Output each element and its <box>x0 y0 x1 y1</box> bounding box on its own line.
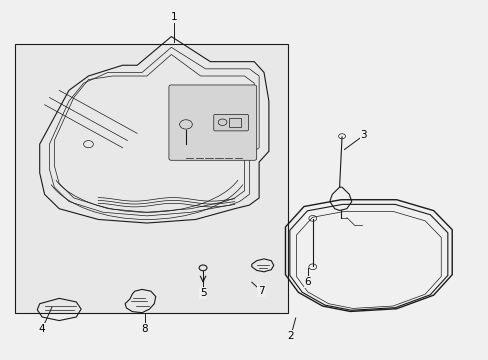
FancyBboxPatch shape <box>228 118 241 127</box>
Text: 6: 6 <box>304 277 310 287</box>
FancyBboxPatch shape <box>168 85 256 160</box>
Text: 5: 5 <box>199 288 206 298</box>
Text: 4: 4 <box>39 324 45 334</box>
Text: 1: 1 <box>170 12 177 22</box>
Text: 2: 2 <box>287 331 294 341</box>
FancyBboxPatch shape <box>15 44 288 313</box>
FancyBboxPatch shape <box>213 114 248 131</box>
Text: 8: 8 <box>141 324 147 334</box>
Text: 7: 7 <box>258 286 264 296</box>
Text: 3: 3 <box>360 130 366 140</box>
